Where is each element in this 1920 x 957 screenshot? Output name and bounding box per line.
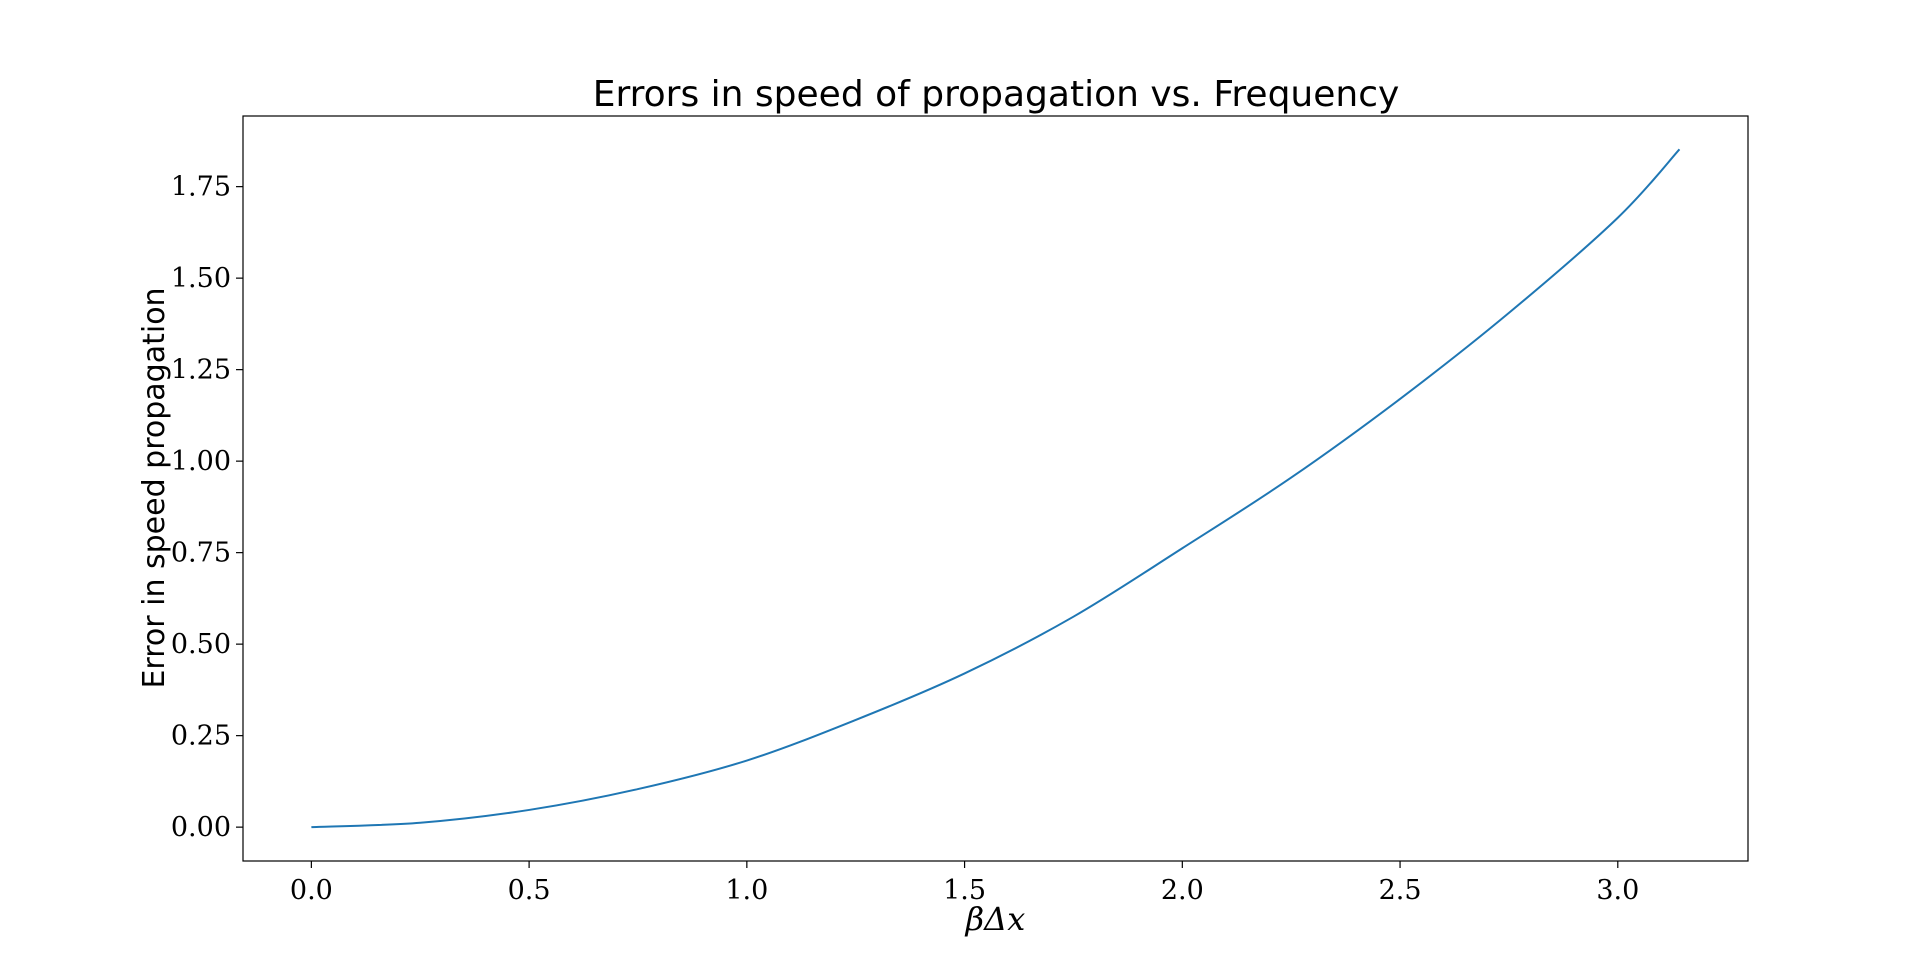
y-tick-label: 1.75 — [171, 172, 231, 203]
x-axis: 0.0 0.5 1.0 1.5 2.0 2.5 3.0 — [290, 861, 1639, 906]
x-tick-label: 1.5 — [943, 875, 986, 906]
y-tick-label: 1.00 — [171, 446, 231, 477]
y-tick-label: 0.75 — [171, 538, 231, 569]
x-tick-label: 0.5 — [508, 875, 551, 906]
y-axis: 0.00 0.25 0.50 0.75 1.00 1.25 1.50 1.75 — [171, 172, 243, 843]
x-tick-label: 2.5 — [1379, 875, 1422, 906]
x-tick-label: 3.0 — [1596, 875, 1639, 906]
y-tick-label: 0.50 — [171, 629, 231, 660]
x-axis-label: βΔx — [965, 900, 1026, 938]
y-tick-label: 0.25 — [171, 721, 231, 752]
chart-title: Errors in speed of propagation vs. Frequ… — [593, 74, 1400, 115]
x-tick-label: 0.0 — [290, 875, 333, 906]
x-tick-label: 2.0 — [1161, 875, 1204, 906]
y-tick-label: 1.25 — [171, 355, 231, 386]
y-tick-label: 1.50 — [171, 263, 231, 294]
y-tick-label: 0.00 — [171, 812, 231, 843]
series-line-0 — [311, 148, 1681, 829]
y-axis-label: Error in speed propagation — [137, 287, 172, 688]
axes-frame — [242, 115, 1749, 862]
plot-area — [311, 148, 1681, 829]
x-tick-label: 1.0 — [725, 875, 768, 906]
